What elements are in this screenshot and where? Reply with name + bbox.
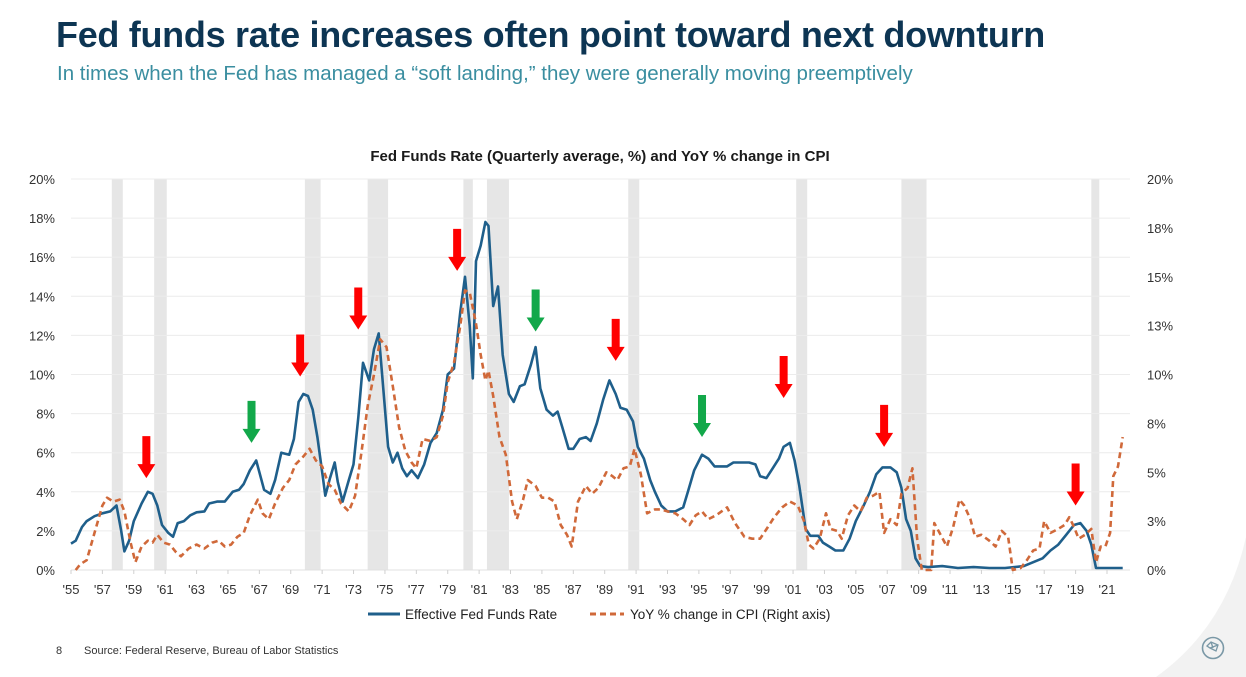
gridlines: [71, 178, 1130, 571]
x-tick-label: '65: [219, 582, 236, 597]
y2-tick-label: 0%: [1147, 563, 1166, 578]
y2-tick-label: 8%: [1147, 416, 1166, 431]
y2-tick-label: 5%: [1147, 465, 1166, 480]
x-tick-label: '05: [847, 582, 864, 597]
legend-label-cpi: YoY % change in CPI (Right axis): [630, 607, 830, 622]
series-fed-funds-line: [70, 220, 1123, 570]
green-arrow-down-icon: [526, 289, 545, 332]
x-tick-label: '13: [973, 582, 990, 597]
y-tick-label: 20%: [29, 172, 55, 187]
green-arrow-down-icon: [693, 395, 712, 438]
x-tick-label: '95: [690, 582, 707, 597]
x-tick-label: '59: [125, 582, 142, 597]
x-tick-label: '55: [63, 582, 80, 597]
y-tick-label: 16%: [29, 250, 55, 265]
x-tick-label: '73: [345, 582, 362, 597]
y-tick-label: 12%: [29, 328, 55, 343]
left-axis-ticks: 0% 2% 4% 6% 8% 10% 12% 14% 16% 18% 20%: [29, 172, 55, 578]
x-tick-label: '03: [816, 582, 833, 597]
x-tick-label: '93: [659, 582, 676, 597]
y2-tick-label: 18%: [1147, 221, 1173, 236]
legend-label-fed-funds: Effective Fed Funds Rate: [405, 607, 557, 622]
x-tick-label: '57: [94, 582, 111, 597]
x-tick-label: '07: [879, 582, 896, 597]
x-tick-label: '79: [439, 582, 456, 597]
x-tick-label: '17: [1036, 582, 1053, 597]
page-title: Fed funds rate increases often point tow…: [56, 14, 1045, 55]
source-note: Source: Federal Reserve, Bureau of Labor…: [84, 645, 339, 657]
page-number: 8: [56, 645, 63, 657]
y-tick-label: 8%: [36, 407, 55, 422]
x-tick-label: '97: [722, 582, 739, 597]
y2-tick-label: 3%: [1147, 514, 1166, 529]
x-tick-label: '81: [471, 582, 488, 597]
red-arrow-down-icon: [875, 404, 894, 447]
x-tick-label: '87: [565, 582, 582, 597]
red-arrow-down-icon: [349, 287, 368, 330]
red-arrow-down-icon: [774, 355, 793, 398]
y-tick-label: 4%: [36, 485, 55, 500]
y-tick-label: 2%: [36, 524, 55, 539]
arrow-annotations: [137, 228, 1085, 506]
red-arrow-down-icon: [137, 436, 156, 479]
green-arrow-down-icon: [242, 400, 261, 443]
y2-tick-label: 13%: [1147, 319, 1173, 334]
x-tick-label: '11: [942, 582, 958, 597]
y-tick-label: 14%: [29, 289, 55, 304]
corner-decoration: [1156, 537, 1246, 677]
x-tick-label: '75: [376, 582, 393, 597]
y2-tick-label: 10%: [1147, 368, 1173, 383]
y-tick-label: 18%: [29, 211, 55, 226]
y-tick-label: 0%: [36, 563, 55, 578]
x-tick-label: '63: [188, 582, 205, 597]
y-tick-label: 10%: [29, 368, 55, 383]
x-tick-label: '19: [1067, 582, 1084, 597]
x-tick-label: '15: [1004, 582, 1021, 597]
red-arrow-down-icon: [448, 228, 467, 271]
red-arrow-down-icon: [1066, 463, 1085, 506]
series-lines: [70, 220, 1124, 572]
x-tick-label: '67: [251, 582, 268, 597]
x-tick-label: '83: [502, 582, 519, 597]
x-tick-label: '01: [785, 582, 802, 597]
y2-tick-label: 20%: [1147, 172, 1173, 187]
red-arrow-down-icon: [606, 318, 625, 361]
y2-tick-label: 15%: [1147, 270, 1173, 285]
x-tick-label: '77: [408, 582, 425, 597]
x-tick-label: '85: [533, 582, 550, 597]
x-axis-ticks: '55 '57 '59 '61 '63 '65 '67 '69 '71 '73 '75 '77 '79 '…: [63, 569, 1130, 597]
x-tick-label: '69: [282, 582, 299, 597]
x-tick-label: '61: [157, 582, 174, 597]
chart-title: Fed Funds Rate (Quarterly average, %) an…: [370, 148, 830, 165]
series-cpi-line: [74, 289, 1124, 572]
legend: Effective Fed Funds Rate YoY % change in…: [368, 607, 830, 622]
x-tick-label: '09: [910, 582, 927, 597]
company-logo-icon: [1201, 636, 1225, 660]
x-tick-label: '99: [753, 582, 770, 597]
red-arrow-down-icon: [291, 334, 310, 377]
page-subtitle: In times when the Fed has managed a “sof…: [57, 62, 913, 85]
x-tick-label: '21: [1099, 582, 1116, 597]
right-axis-ticks: 0% 3% 5% 8% 10% 13% 15% 18% 20%: [1147, 172, 1173, 578]
y-tick-label: 6%: [36, 446, 55, 461]
x-tick-label: '71: [314, 582, 331, 597]
x-tick-label: '91: [628, 582, 645, 597]
x-tick-label: '89: [596, 582, 613, 597]
